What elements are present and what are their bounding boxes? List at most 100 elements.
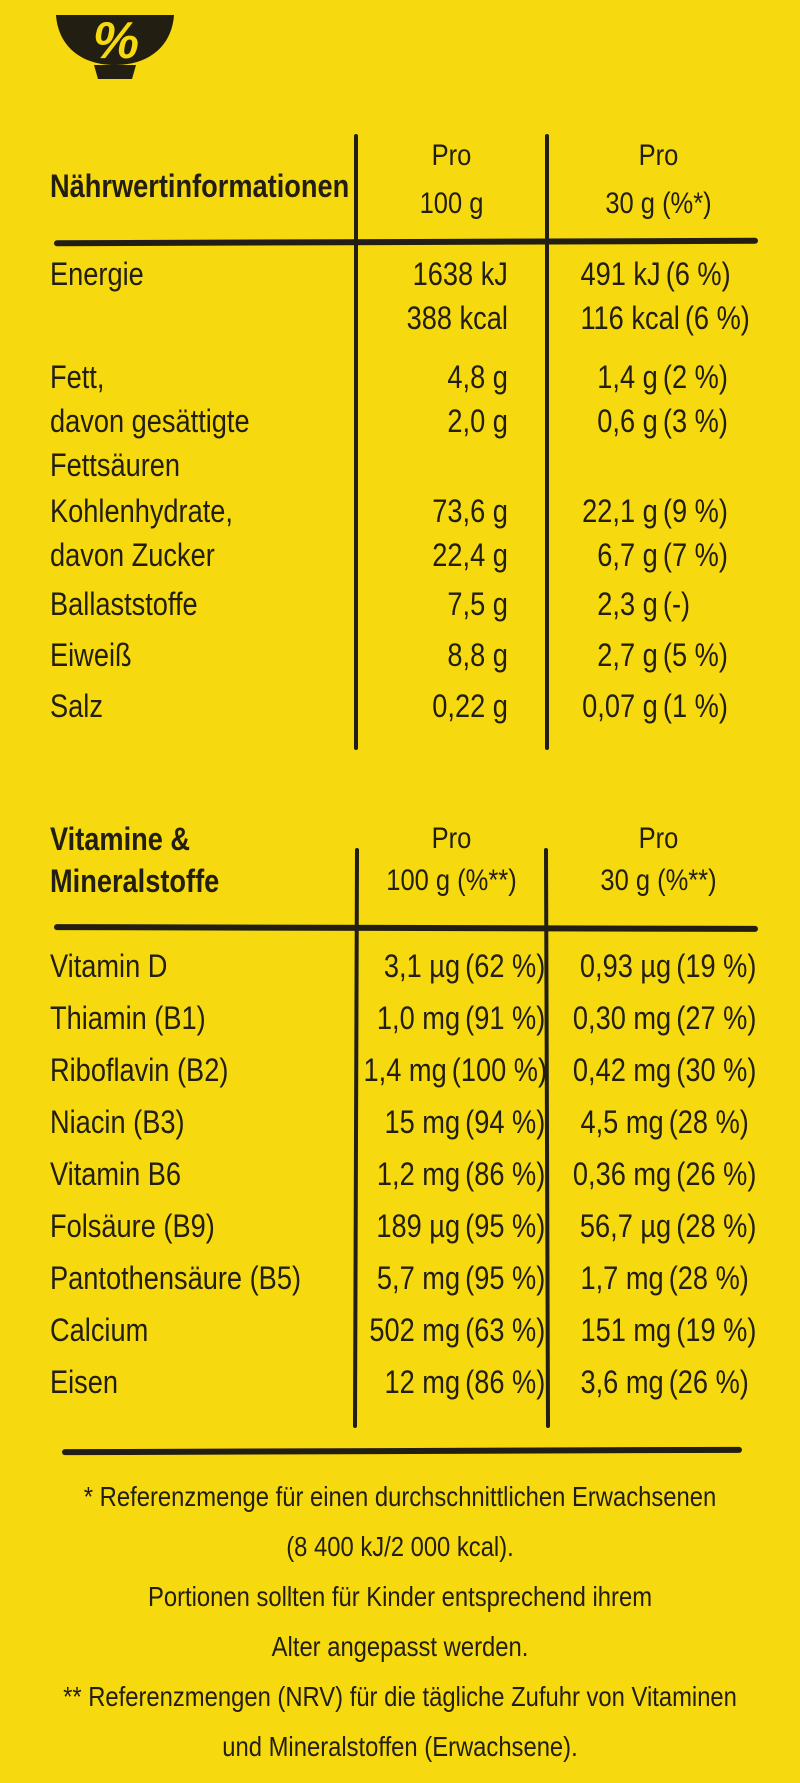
vitamin-label: Niacin (B3) [50, 1104, 185, 1140]
value-per-100g: 1,4 mg (100 %) [364, 1044, 547, 1096]
value-amount: 7,5 g [447, 586, 508, 622]
vitamin-label-cell: Pantothensäure (B5) [50, 1252, 356, 1304]
per-30g-cell: 2,3 g (-) [547, 582, 770, 626]
vitamin-label-cell: Eisen [50, 1356, 356, 1408]
per-30g-cell: 2,7 g (5 %) [547, 633, 770, 677]
per-30g-column-header: Pro 30 g (%**) [564, 818, 754, 902]
value-per-30g: 151 mg (19 %) [580, 1304, 770, 1356]
value-amount: 4,5 mg [580, 1104, 664, 1140]
vitamin-row: Thiamin (B1) 1,0 mg (91 %) 0,30 mg (27 %) [50, 992, 770, 1044]
per-30g-cell: 22,1 g (9 %) 6,7 g (7 %) [547, 489, 770, 577]
vitamins-table-header: Vitamine & Mineralstoffe Pro 100 g (%**)… [50, 818, 770, 902]
value-per-30g: 56,7 µg (28 %) [580, 1200, 770, 1252]
value-per-30g: 0,6 g (3 %) [580, 399, 770, 443]
value-per-30g: 2,7 g (5 %) [580, 633, 770, 677]
value-per-100g: 5,7 mg (95 %) [377, 1252, 547, 1304]
footnote-line: (8 400 kJ/2 000 kcal). [286, 1531, 514, 1562]
vitamins-title-line: Vitamine & [50, 821, 191, 857]
value-amount: 6,7 g [597, 537, 658, 573]
per-100g-cell: 7,5 g [356, 582, 547, 626]
value-amount: 151 mg [580, 1312, 672, 1348]
value-per-100g: 8,8 g [385, 633, 547, 677]
vitamin-row: Niacin (B3) 15 mg (94 %) 4,5 mg (28 %) [50, 1096, 770, 1148]
nutrient-label: Fettsäuren [50, 447, 181, 483]
nutrient-label: Kohlenhydrate, [50, 493, 233, 529]
per-100g-cell: 8,8 g [356, 633, 547, 677]
per-30g-header-line: Pro [638, 822, 679, 855]
value-per-100g: 2,0 g [385, 399, 547, 443]
value-amount: 2,3 g [597, 586, 658, 622]
vitamins-title-line: Mineralstoffe [50, 863, 220, 899]
value-per-100g: 22,4 g [385, 533, 547, 577]
value-amount: 388 kcal [406, 300, 508, 336]
value-percent: (3 %) [662, 403, 728, 439]
value-percent: (94 %) [465, 1104, 546, 1140]
per-100g-cell: 73,6 g 22,4 g [356, 489, 547, 577]
per-30g-header-line: Pro [638, 139, 679, 172]
per-100g-column-header: Pro 100 g (%**) [370, 818, 532, 902]
value-amount: 0,42 mg [572, 1052, 672, 1088]
value-percent: (28 %) [676, 1208, 757, 1244]
value-amount: 1,2 mg [376, 1156, 461, 1192]
vitamin-row: Eisen 12 mg (86 %) 3,6 mg (26 %) [50, 1356, 770, 1408]
footnote-line: und Mineralstoffen (Erwachsene). [222, 1731, 578, 1762]
nutrition-table-header: Nährwertinformationen Pro 100 g Pro 30 g… [50, 132, 770, 228]
nutrient-label-cell: Salz [50, 684, 356, 728]
value-percent: (91 %) [465, 1000, 546, 1036]
value-per-30g: 0,07 g (1 %) [580, 684, 770, 728]
value-amount: 1,0 mg [376, 1000, 461, 1036]
nutrient-label-cell: Ballaststoffe [50, 582, 356, 626]
nutrition-column-divider [354, 134, 358, 750]
vitamin-row: Vitamin D 3,1 µg (62 %) 0,93 µg (19 %) [50, 940, 770, 992]
value-percent: (30 %) [676, 1052, 757, 1088]
value-percent: (5 %) [662, 637, 728, 673]
vitamin-label-cell: Vitamin D [50, 940, 356, 992]
value-per-100g: 15 mg (94 %) [384, 1096, 547, 1148]
per-30g-header-line: 30 g (%*) [605, 187, 712, 220]
per-30g-cell: 0,36 mg (26 %) [547, 1148, 770, 1200]
per-100g-header-line: 100 g (%**) [386, 864, 517, 897]
per-100g-header-line: 100 g [419, 187, 484, 220]
brand-bowl-logo: % [54, 12, 176, 90]
footnote-line: Alter angepasst werden. [271, 1631, 529, 1662]
vitamin-row: Riboflavin (B2) 1,4 mg (100 %) 0,42 mg (30 %… [50, 1044, 770, 1096]
value-percent: (28 %) [668, 1104, 749, 1140]
per-30g-cell: 0,42 mg (30 %) [547, 1044, 770, 1096]
value-percent: (95 %) [465, 1260, 546, 1296]
value-percent: (-) [662, 586, 691, 622]
nutrient-label-cell: Energie [50, 252, 356, 340]
per-100g-cell: 15 mg (94 %) [356, 1096, 547, 1148]
value-per-100g: 3,1 µg (62 %) [383, 940, 547, 992]
vitamin-row: Calcium 502 mg (63 %) 151 mg (19 %) [50, 1304, 770, 1356]
value-per-30g: 4,5 mg (28 %) [580, 1096, 770, 1148]
vitamin-label: Folsäure (B9) [50, 1208, 215, 1244]
value-amount: 56,7 µg [579, 1208, 672, 1244]
vitamins-header-rule [53, 924, 759, 932]
vitamins-table-title: Vitamine & Mineralstoffe [50, 818, 310, 902]
value-amount: 1638 kJ [412, 256, 508, 292]
vitamin-row: Pantothensäure (B5) 5,7 mg (95 %) 1,7 mg (28… [50, 1252, 770, 1304]
value-per-30g: 0,42 mg (30 %) [573, 1044, 770, 1096]
per-100g-header-line: Pro [431, 822, 472, 855]
nutrient-label: Salz [50, 688, 103, 724]
vitamin-row: Folsäure (B9) 189 µg (95 %) 56,7 µg (28 %) [50, 1200, 770, 1252]
value-per-100g: 502 mg (63 %) [369, 1304, 547, 1356]
per-30g-cell: 491 kJ (6 %) 116 kcal (6 %) [547, 252, 770, 340]
per-30g-cell: 0,07 g (1 %) [547, 684, 770, 728]
footnotes: * Referenzmenge für einen durchschnittli… [0, 1472, 800, 1772]
value-amount: 3,1 µg [383, 948, 461, 984]
nutrient-label-cell: Fett, davon gesättigte Fettsäuren [50, 355, 356, 487]
value-amount: 15 mg [384, 1104, 461, 1140]
value-percent: (86 %) [465, 1364, 546, 1400]
per-100g-cell: 5,7 mg (95 %) [356, 1252, 547, 1304]
value-percent: (62 %) [465, 948, 546, 984]
nutrient-label: Ballaststoffe [50, 586, 198, 622]
nutrient-label-cell: Eiweiß [50, 633, 356, 677]
value-per-30g: 0,30 mg (27 %) [573, 992, 770, 1044]
per-100g-cell: 4,8 g 2,0 g [356, 355, 547, 487]
value-per-100g: 12 mg (86 %) [384, 1356, 547, 1408]
value-per-30g: 6,7 g (7 %) [580, 533, 770, 577]
value-amount: 1,4 mg [363, 1052, 447, 1088]
value-per-100g: 7,5 g [385, 582, 547, 626]
per-30g-cell: 3,6 mg (26 %) [547, 1356, 770, 1408]
